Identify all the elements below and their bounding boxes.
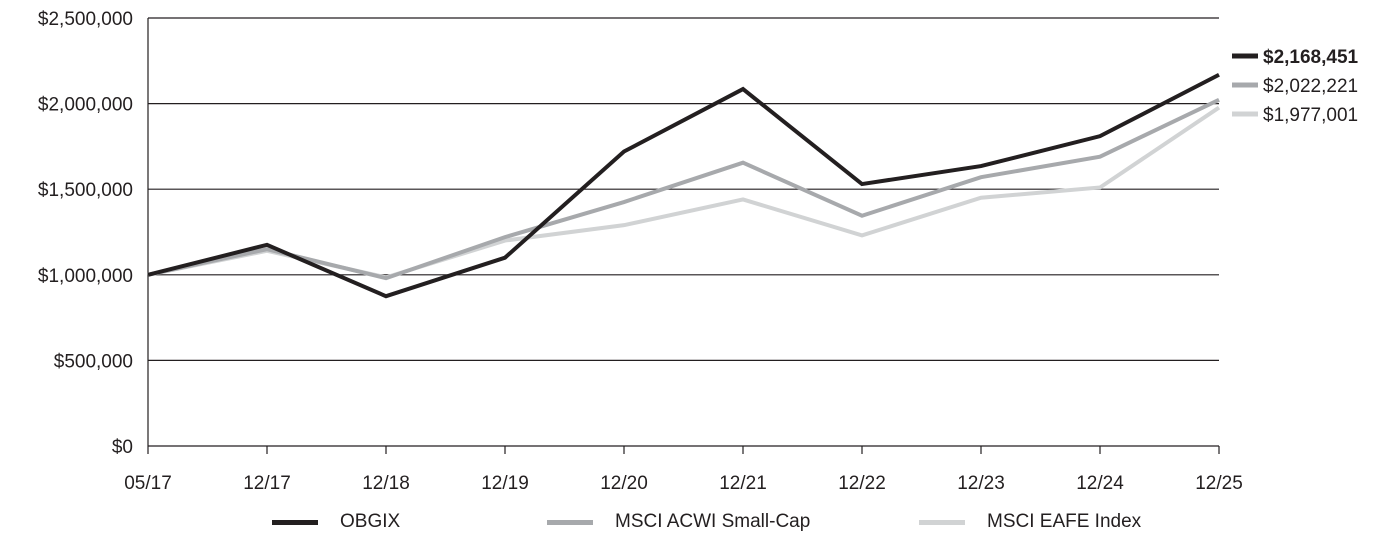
- legend-label: MSCI ACWI Small-Cap: [615, 511, 811, 532]
- x-tick-label: 12/25: [1195, 473, 1243, 494]
- x-tick-label: 12/17: [243, 473, 291, 494]
- y-tick-label: $2,000,000: [38, 95, 133, 116]
- legend-label: OBGIX: [340, 511, 401, 532]
- legend-item-obgix: OBGIX: [272, 510, 400, 534]
- series-line: [147, 105, 1221, 280]
- legend-swatch: [919, 519, 965, 525]
- x-axis-ticks: 05/17 12/17 12/18 12/19 12/20 12/21 12/22 12/23…: [124, 446, 1243, 494]
- y-tick-label: $2,500,000: [38, 9, 133, 30]
- line-chart: $0 $500,000 $1,000,000 $1,500,000 $2,000,000…: [38, 9, 1359, 494]
- legend-item-msci-acwi-small-cap: MSCI ACWI Small-Cap: [547, 510, 810, 534]
- x-tick-label: 12/23: [957, 473, 1005, 494]
- x-tick-label: 12/18: [362, 473, 410, 494]
- x-tick-label: 05/17: [124, 473, 172, 494]
- x-tick-label: 12/19: [481, 473, 529, 494]
- y-tick-label: $500,000: [54, 351, 133, 372]
- series-line: [147, 72, 1220, 299]
- y-tick-label: $0: [112, 437, 133, 458]
- end-labels: $2,168,451 $2,022,221 $1,977,001: [1232, 47, 1359, 126]
- y-tick-label: $1,500,000: [38, 180, 133, 201]
- legend-swatch: [547, 519, 593, 525]
- series-lines: [147, 72, 1221, 299]
- legend-label: MSCI EAFE Index: [987, 511, 1142, 532]
- end-label: $2,022,221: [1263, 76, 1358, 97]
- series-line: [147, 97, 1220, 281]
- legend-item-msci-eafe-index: MSCI EAFE Index: [919, 510, 1141, 534]
- x-tick-label: 12/22: [838, 473, 886, 494]
- legend-swatch: [272, 519, 318, 525]
- x-tick-label: 12/24: [1076, 473, 1124, 494]
- y-axis-ticks: $0 $500,000 $1,000,000 $1,500,000 $2,000,000…: [38, 9, 133, 458]
- y-tick-label: $1,000,000: [38, 266, 133, 287]
- legend: OBGIX MSCI ACWI Small-Cap MSCI EAFE Inde…: [0, 510, 1398, 534]
- grid-lines: [148, 17, 1219, 361]
- end-label: $1,977,001: [1263, 105, 1358, 126]
- axes: [147, 18, 1219, 447]
- end-label: $2,168,451: [1263, 47, 1359, 68]
- x-tick-label: 12/21: [719, 473, 767, 494]
- x-tick-label: 12/20: [600, 473, 648, 494]
